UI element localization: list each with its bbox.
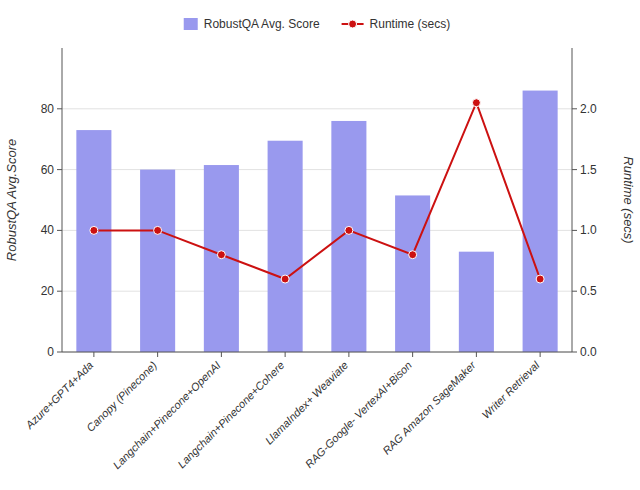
y2-tick-label: 2.0 [580, 102, 597, 116]
y2-tick [572, 169, 577, 170]
line-marker [217, 251, 225, 259]
legend-label: RobustQA Avg. Score [204, 17, 320, 31]
x-tick [348, 352, 349, 357]
y2-tick [572, 291, 577, 292]
y2-tick [572, 108, 577, 109]
legend-swatch [184, 18, 198, 30]
x-tick-label: RAG-Google- VertexAI+Bison [303, 359, 414, 470]
grid-line [62, 169, 572, 170]
y-tick-label: 40 [41, 223, 55, 237]
line-marker [472, 99, 480, 107]
legend: RobustQA Avg. Score Runtime (secs) [184, 17, 451, 31]
grid-line [62, 108, 572, 109]
line-marker [536, 275, 544, 283]
y-tick [57, 108, 62, 109]
bar [331, 121, 366, 352]
bar [140, 170, 175, 352]
line-marker [90, 226, 98, 234]
x-axis-line [62, 352, 572, 353]
y-tick-label: 60 [41, 163, 55, 177]
line-marker [409, 251, 417, 259]
y-axis-title: RobustQA Avg.Score [4, 139, 19, 261]
x-tick [285, 352, 286, 357]
line-marker [281, 275, 289, 283]
y2-tick-label: 0.5 [580, 284, 597, 298]
legend-item: Runtime (secs) [342, 17, 451, 31]
y-tick [57, 352, 62, 353]
x-tick-label: Canopy (Pinecone) [84, 359, 159, 434]
y-tick-label: 20 [41, 284, 55, 298]
y2-tick-label: 0.0 [580, 345, 597, 359]
y2-axis-line [572, 48, 573, 352]
x-tick-label: Langchain+Pinecone+Cohere [175, 359, 286, 470]
axes: 0 20 40 60 80 0.0 0.5 1.0 1.5 2.0 Azure+GPT4+AdaCa… [23, 48, 597, 471]
chart-container: 0 20 40 60 80 0.0 0.5 1.0 1.5 2.0 Azure+GPT4+AdaCa… [0, 0, 640, 490]
x-tick [540, 352, 541, 357]
x-tick-label: RAG Amazon SageMaker [380, 358, 479, 457]
grid-line [62, 291, 572, 292]
x-tick [221, 352, 222, 357]
bar [523, 91, 558, 352]
x-tick [476, 352, 477, 357]
legend-marker [349, 20, 357, 28]
y-axis-line [62, 48, 63, 352]
y2-tick [572, 230, 577, 231]
x-tick [93, 352, 94, 357]
y-tick-label: 80 [41, 102, 55, 116]
y2-axis-title: Runtime (secs) [621, 156, 636, 243]
bar [459, 252, 494, 352]
x-tick-label: Azure+GPT4+Ada [23, 359, 96, 432]
y-tick-label: 0 [47, 345, 54, 359]
x-tick [412, 352, 413, 357]
y-tick [57, 291, 62, 292]
line-marker [345, 226, 353, 234]
bar [76, 130, 111, 352]
line-marker [154, 226, 162, 234]
chart: 0 20 40 60 80 0.0 0.5 1.0 1.5 2.0 Azure+GPT4+AdaCa… [0, 0, 640, 490]
x-tick [157, 352, 158, 357]
line [94, 103, 540, 279]
x-tick-label: Writer Retrieval [479, 359, 541, 421]
plot-marks [76, 91, 557, 352]
y2-tick [572, 352, 577, 353]
y2-tick-label: 1.5 [580, 163, 597, 177]
bar [268, 141, 303, 352]
x-tick-label: Langchain+Pinecone+OpenAI [111, 359, 223, 471]
legend-label: Runtime (secs) [370, 17, 451, 31]
grid-line [62, 352, 572, 353]
y-tick [57, 230, 62, 231]
y2-tick-label: 1.0 [580, 223, 597, 237]
legend-item: RobustQA Avg. Score [184, 17, 320, 31]
y-tick [57, 169, 62, 170]
bar [395, 195, 430, 352]
